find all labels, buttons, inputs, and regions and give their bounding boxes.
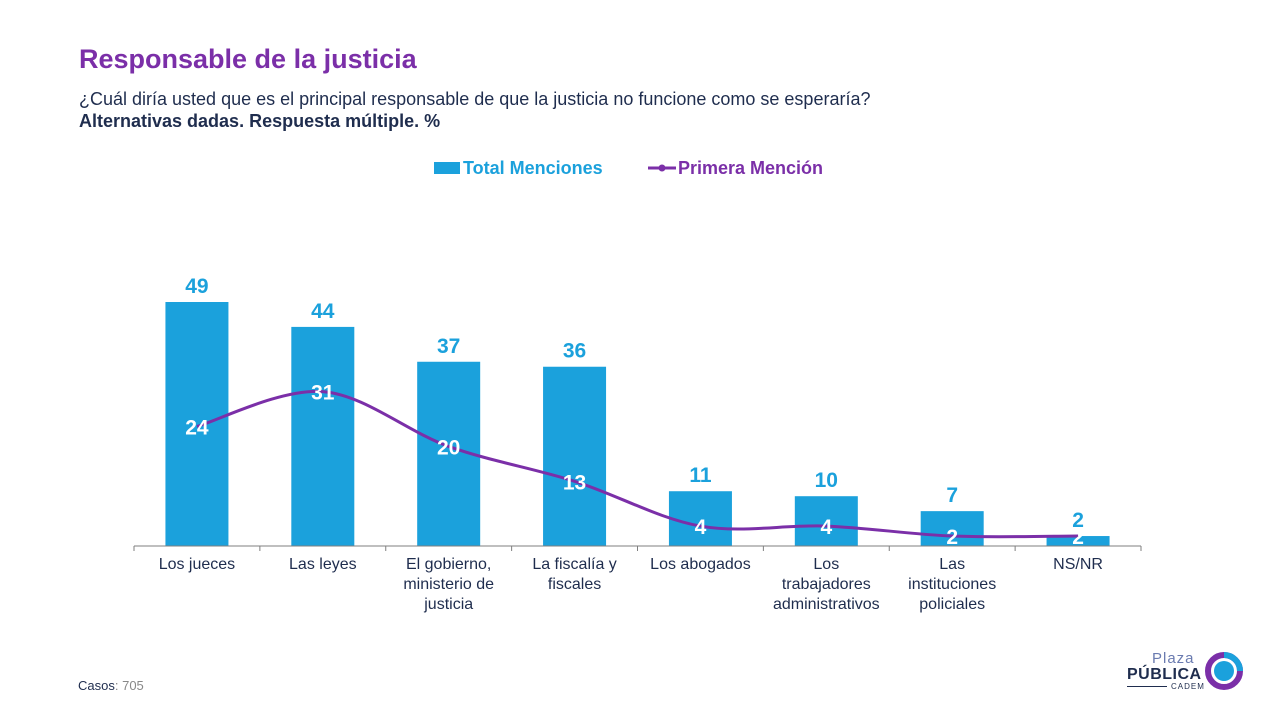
line-value-label: 24 <box>185 416 209 439</box>
bar <box>543 366 607 546</box>
line-value-label: 20 <box>437 436 460 459</box>
logo-mark-icon <box>1205 652 1243 690</box>
category-label: Los abogados <box>650 556 751 573</box>
line-value-label: 4 <box>820 516 832 539</box>
sample-size: Casos: 705 <box>78 678 144 693</box>
category-label: La fiscalía y fiscales <box>532 556 616 593</box>
bar-value-label: 7 <box>946 484 958 507</box>
chart-note: Alternativas dadas. Respuesta múltiple. … <box>79 111 441 131</box>
bar-value-label: 11 <box>689 464 712 487</box>
line-value-label: 13 <box>563 471 586 494</box>
legend-label-first: Primera Mención <box>678 158 823 178</box>
page-title: Responsable de la justicia <box>79 44 417 74</box>
line-value-label: 4 <box>695 516 707 539</box>
category-label: Las leyes <box>289 556 357 573</box>
bar-value-label: 36 <box>563 340 586 363</box>
sample-size-value: : 705 <box>114 678 144 693</box>
logo-divider <box>1127 686 1167 687</box>
category-label: Los jueces <box>159 556 236 573</box>
bar-value-label: 10 <box>815 469 838 492</box>
bar-value-label: 44 <box>311 300 335 323</box>
bar-value-label: 37 <box>437 335 460 358</box>
category-label: NS/NR <box>1053 556 1103 573</box>
category-label: El gobierno, ministerio de justicia <box>403 556 494 613</box>
sample-size-label: Casos <box>78 678 115 693</box>
bar-value-label: 49 <box>185 275 208 298</box>
category-label: Las instituciones policiales <box>908 556 996 613</box>
legend-line-marker <box>658 164 666 172</box>
line-value-label: 31 <box>311 382 335 405</box>
logo-line-3: CADEM <box>1171 682 1205 691</box>
plaza-publica-logo: Plaza PÚBLICA CADEM <box>1125 648 1250 696</box>
legend-bar-swatch <box>434 162 460 174</box>
bar <box>920 511 984 546</box>
bar <box>794 496 858 546</box>
bar <box>291 326 355 546</box>
bar-value-label: 2 <box>1072 509 1084 532</box>
category-label: Los trabajadores administrativos <box>773 556 880 613</box>
chart-question: ¿Cuál diría usted que es el principal re… <box>79 89 871 109</box>
line-value-label: 2 <box>946 526 958 549</box>
bar <box>165 302 229 546</box>
first-mention-line <box>196 390 1079 539</box>
bar <box>1046 536 1110 546</box>
legend-label-total: Total Menciones <box>463 158 603 178</box>
bar <box>668 491 732 546</box>
logo-line-2: PÚBLICA <box>1127 666 1202 683</box>
logo-line-1: Plaza <box>1152 650 1195 667</box>
line-value-label: 2 <box>1072 526 1084 549</box>
